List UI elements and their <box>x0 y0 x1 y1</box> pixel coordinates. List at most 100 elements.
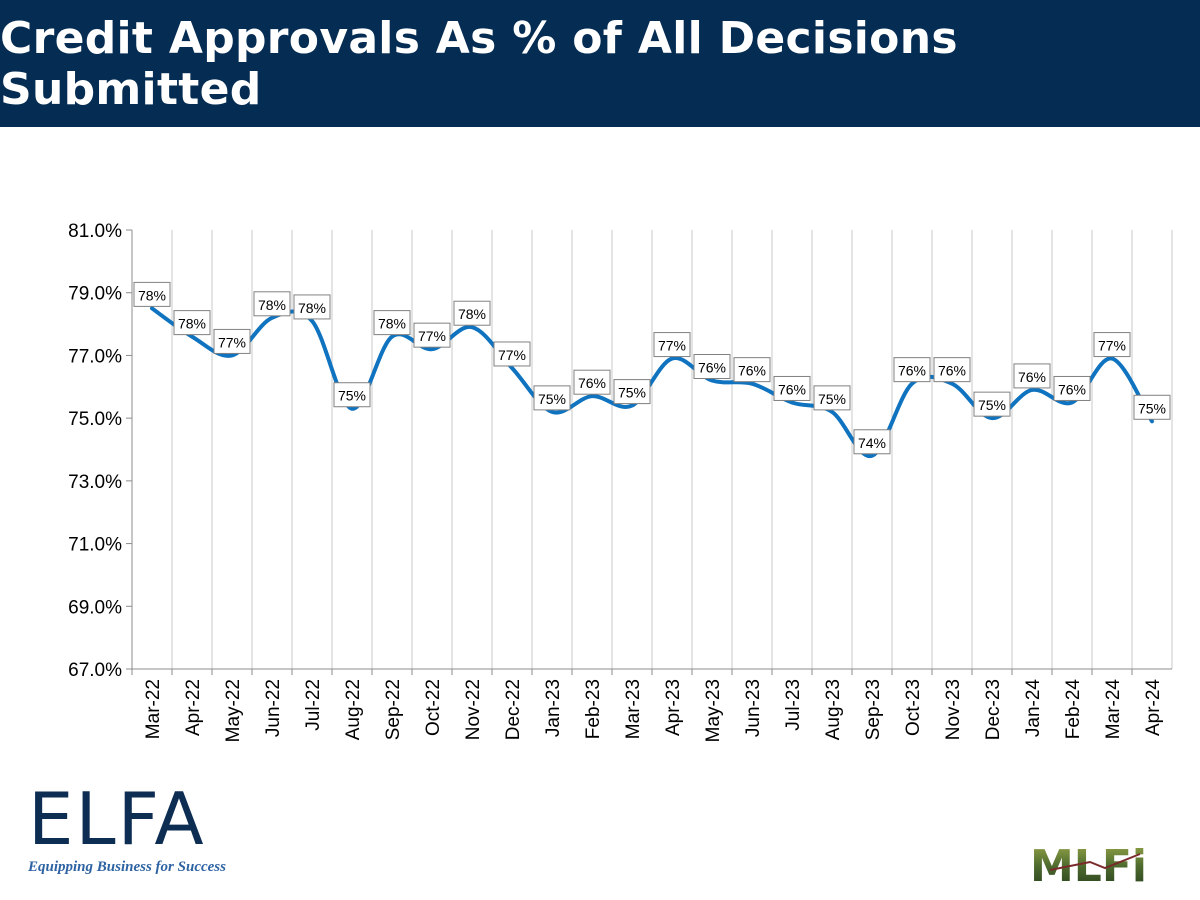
data-label-box <box>973 391 1011 417</box>
data-label-text: 74% <box>858 435 886 451</box>
y-tick-label: 69.0% <box>68 597 122 618</box>
x-tick-label: Apr-23 <box>663 679 684 736</box>
mlfi-swoosh-icon <box>1049 853 1141 871</box>
data-label: 75% <box>613 379 651 405</box>
line-chart: 67.0% 69.0% 71.0% 73.0% 75.0% 77.0% 79.0% 81.0%… <box>68 221 1173 742</box>
data-label-text: 76% <box>698 360 726 376</box>
y-tick-label: 71.0% <box>68 535 122 556</box>
data-label-box <box>333 382 371 408</box>
data-label: 77% <box>213 328 251 354</box>
chart-axes: 67.0% 69.0% 71.0% 73.0% 75.0% 77.0% 79.0% 81.0%… <box>68 221 1172 742</box>
data-label: 77% <box>653 332 691 358</box>
data-label-text: 75% <box>1138 400 1166 416</box>
data-label: 76% <box>1053 375 1091 401</box>
x-tick-label: Nov-22 <box>463 679 484 740</box>
mlfi-wordmark: MLFi <box>1030 841 1147 886</box>
data-label-box <box>853 429 891 455</box>
data-label: 78% <box>173 310 211 336</box>
data-label-box <box>453 300 491 326</box>
x-tick-label: Mar-22 <box>143 679 164 739</box>
x-tick-label: Sep-23 <box>863 679 884 740</box>
data-label: 76% <box>1013 363 1051 389</box>
x-tick-label: Jan-23 <box>543 679 564 737</box>
data-label: 76% <box>573 369 611 395</box>
y-tick-label: 67.0% <box>68 660 122 681</box>
data-label-box <box>253 291 291 317</box>
data-label: 78% <box>293 294 331 320</box>
data-label-text: 76% <box>738 363 766 379</box>
data-label-text: 78% <box>378 316 406 332</box>
chart-gridlines <box>171 230 1173 669</box>
data-label: 78% <box>373 310 411 336</box>
x-tick-label: Aug-23 <box>823 679 844 740</box>
data-label-box <box>653 332 691 358</box>
data-label-text: 78% <box>138 287 166 303</box>
x-tick-label: May-23 <box>703 679 724 742</box>
data-label-text: 75% <box>618 385 646 401</box>
data-label: 78% <box>253 291 291 317</box>
data-label-text: 77% <box>498 347 526 363</box>
data-label: 75% <box>813 385 851 411</box>
slide-header: Credit Approvals As % of All Decisions S… <box>0 0 1200 127</box>
x-tick-label: Apr-24 <box>1143 679 1164 736</box>
data-label: 75% <box>333 382 371 408</box>
x-tick-label: Jun-23 <box>743 679 764 737</box>
data-label-box <box>893 357 931 383</box>
data-label: 77% <box>1093 332 1131 358</box>
data-label-box <box>413 322 451 348</box>
data-label-box <box>733 357 771 383</box>
data-label-box <box>173 310 211 336</box>
data-label-text: 77% <box>218 334 246 350</box>
data-label-box <box>613 379 651 405</box>
data-label-text: 76% <box>938 363 966 379</box>
data-label-text: 78% <box>298 300 326 316</box>
chart-title: Credit Approvals As % of All Decisions S… <box>0 12 958 115</box>
x-tick-label: Dec-23 <box>983 679 1004 740</box>
data-label: 76% <box>773 375 811 401</box>
y-tick-label: 81.0% <box>68 221 122 242</box>
x-tick-label: Jul-23 <box>783 679 804 731</box>
data-label-text: 76% <box>1018 369 1046 385</box>
data-label: 75% <box>1133 394 1171 420</box>
chart-data-labels: 78% 78% 77% 78% 78% 75% 78% 77% 78% 77% 75% 76% 75% 7… <box>133 281 1171 455</box>
data-label-box <box>1133 394 1171 420</box>
x-tick-label: Sep-22 <box>383 679 404 740</box>
data-label: 76% <box>733 357 771 383</box>
data-label-text: 76% <box>1058 381 1086 397</box>
data-label-box <box>933 357 971 383</box>
elfa-logo: ELFA Equipping Business for Success <box>28 783 268 883</box>
x-tick-label: Mar-24 <box>1103 679 1124 740</box>
data-label: 74% <box>853 429 891 455</box>
data-label-box <box>1053 375 1091 401</box>
x-tick-label: Jun-22 <box>263 679 284 737</box>
data-label-box <box>693 354 731 380</box>
chart-series <box>150 306 1154 458</box>
data-label-text: 76% <box>778 381 806 397</box>
data-label-box <box>533 385 571 411</box>
data-label: 75% <box>973 391 1011 417</box>
y-tick-label: 73.0% <box>68 472 122 493</box>
x-tick-label: Apr-22 <box>183 679 204 736</box>
elfa-wordmark: ELFA <box>28 777 206 861</box>
x-tick-label: Feb-24 <box>1063 679 1084 740</box>
data-label: 77% <box>493 341 531 367</box>
x-tick-label: Aug-22 <box>343 679 364 740</box>
data-label-text: 78% <box>458 306 486 322</box>
data-label-box <box>133 281 171 307</box>
data-label-box <box>373 310 411 336</box>
y-tick-label: 79.0% <box>68 284 122 305</box>
data-label-box <box>773 375 811 401</box>
data-label-text: 77% <box>418 328 446 344</box>
data-label-text: 77% <box>658 338 686 354</box>
data-label-box <box>573 369 611 395</box>
x-tick-label: Jan-24 <box>1023 679 1044 738</box>
mlfi-logo: MLFi <box>1030 841 1147 886</box>
data-label-text: 77% <box>1098 338 1126 354</box>
x-tick-label: Oct-22 <box>423 679 444 736</box>
y-tick-label: 75.0% <box>68 409 122 430</box>
x-tick-label: Dec-22 <box>503 679 524 740</box>
data-label-text: 75% <box>818 391 846 407</box>
data-label-text: 76% <box>578 375 606 391</box>
data-label-box <box>813 385 851 411</box>
data-label-text: 75% <box>338 388 366 404</box>
